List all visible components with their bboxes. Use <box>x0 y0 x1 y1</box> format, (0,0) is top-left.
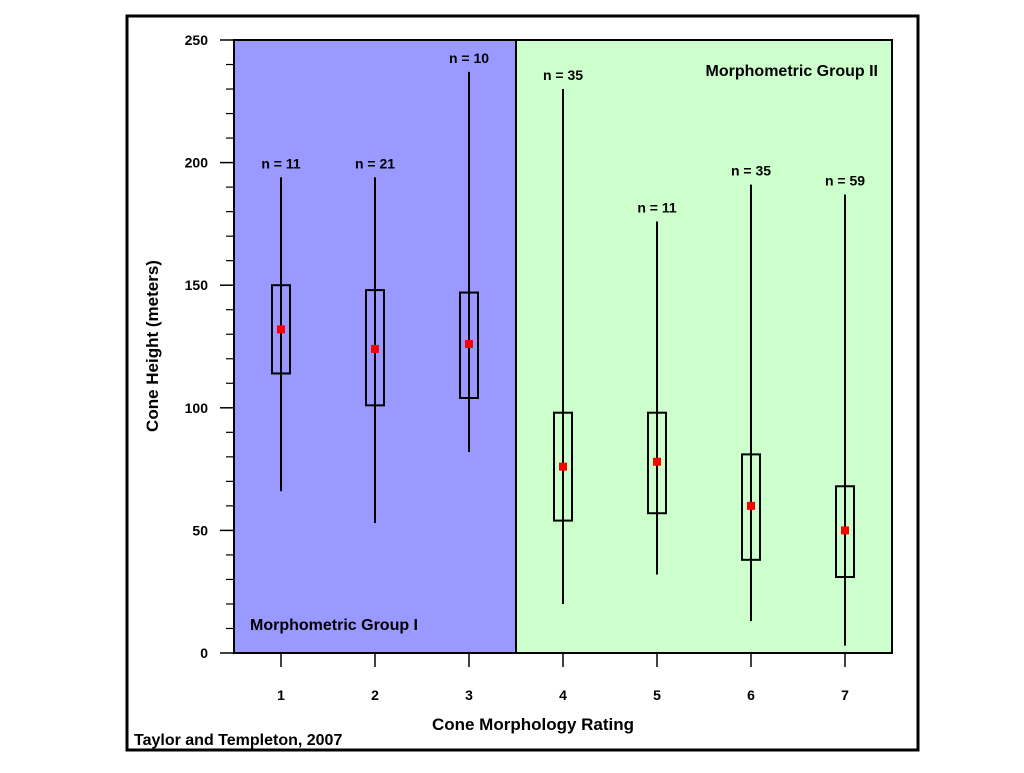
x-tick-label: 5 <box>653 687 661 703</box>
mean-marker <box>371 344 379 353</box>
mean-marker <box>465 340 473 349</box>
y-tick-label: 200 <box>185 155 209 171</box>
boxes-layer: n = 11 n = 21 n = 10 n = 35 n = 11 n = 35 n = … <box>261 50 865 646</box>
box-category-2: n = 21 <box>355 155 395 524</box>
box-category-3: n = 10 <box>449 50 489 452</box>
x-tick-label: 1 <box>277 687 285 703</box>
source-credit: Taylor and Templeton, 2007 <box>134 732 342 749</box>
sample-size-label: n = 21 <box>355 155 395 171</box>
axis-layer: 0 50 100 150 200 250 1 2 3 4 5 6 7 <box>185 32 893 703</box>
regions-layer: Morphometric Group I Morphometric Group I… <box>234 40 892 653</box>
mean-marker <box>277 325 285 334</box>
y-tick-label: 150 <box>185 277 209 293</box>
sample-size-label: n = 35 <box>543 67 583 83</box>
x-tick-label: 3 <box>465 687 473 703</box>
box-category-6: n = 35 <box>731 163 771 622</box>
region-group-2-label: Morphometric Group II <box>706 63 878 80</box>
sample-size-label: n = 11 <box>261 155 301 171</box>
box-category-7: n = 59 <box>825 172 865 646</box>
box-category-5: n = 11 <box>637 199 677 575</box>
box-category-1: n = 11 <box>261 155 301 492</box>
box-category-4: n = 35 <box>543 67 583 604</box>
mean-marker <box>747 501 755 510</box>
mean-marker <box>559 462 567 471</box>
mean-marker <box>653 457 661 466</box>
x-tick-label: 2 <box>371 687 379 703</box>
y-axis-title: Cone Height (meters) <box>143 260 162 432</box>
x-tick-label: 7 <box>841 687 849 703</box>
region-group-2-background <box>516 40 892 653</box>
region-group-1-label: Morphometric Group I <box>250 617 418 634</box>
x-axis-title: Cone Morphology Rating <box>432 715 634 734</box>
y-tick-label: 0 <box>200 645 208 661</box>
y-tick-label: 250 <box>185 32 209 48</box>
y-tick-label: 100 <box>185 400 209 416</box>
x-tick-label: 4 <box>559 687 567 703</box>
sample-size-label: n = 35 <box>731 163 771 179</box>
sample-size-label: n = 11 <box>637 199 677 215</box>
x-tick-label: 6 <box>747 687 755 703</box>
sample-size-label: n = 10 <box>449 50 489 66</box>
y-tick-label: 50 <box>192 522 208 538</box>
mean-marker <box>841 526 849 535</box>
sample-size-label: n = 59 <box>825 172 865 188</box>
